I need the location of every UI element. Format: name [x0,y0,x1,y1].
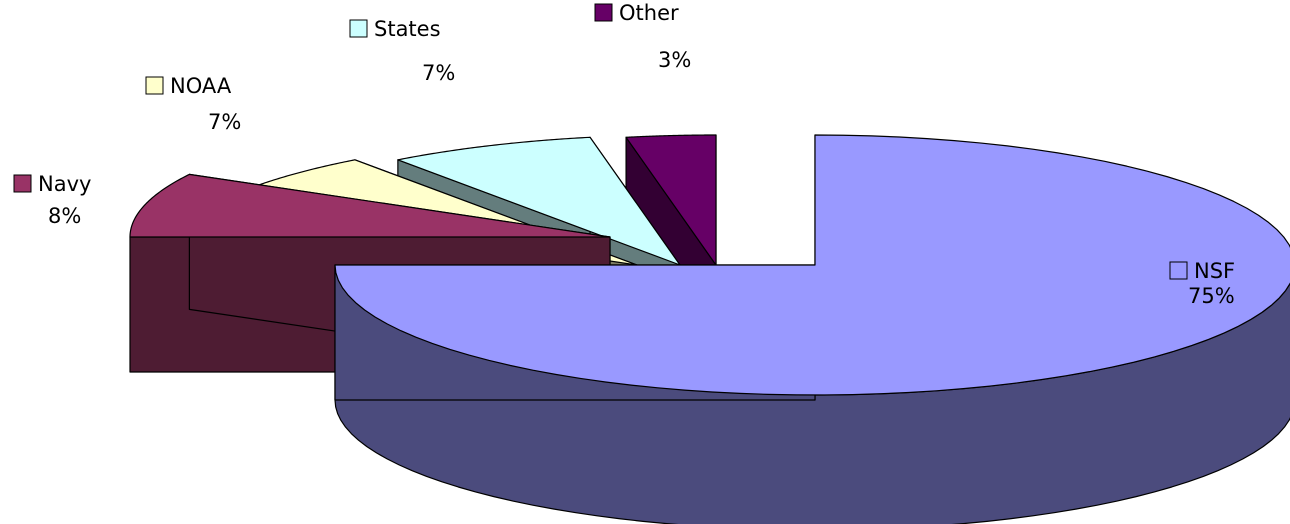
slice-navy-top [129,173,611,238]
slice-label-navy: Navy [38,172,91,196]
slice-nsf [334,134,1290,524]
legend-swatch-navy [13,174,32,193]
slice-label-states: States [374,17,441,41]
slice-value-nsf: 75% [1188,284,1235,308]
legend-swatch-nsf [1169,261,1188,280]
slice-label-noaa: NOAA [170,74,232,98]
slice-value-navy: 8% [48,204,81,228]
slice-label-nsf: NSF [1194,259,1235,283]
slice-nsf-top [334,134,1290,396]
slice-value-noaa: 7% [208,110,241,134]
legend-swatch-other [594,3,613,22]
legend-swatch-noaa [145,76,164,95]
slice-other-top [625,134,717,266]
legend-swatch-states [349,19,368,38]
slice-label-other: Other [619,1,679,25]
slice-value-other: 3% [658,48,691,72]
slice-value-states: 7% [422,61,455,85]
slice-states-top [397,136,681,266]
